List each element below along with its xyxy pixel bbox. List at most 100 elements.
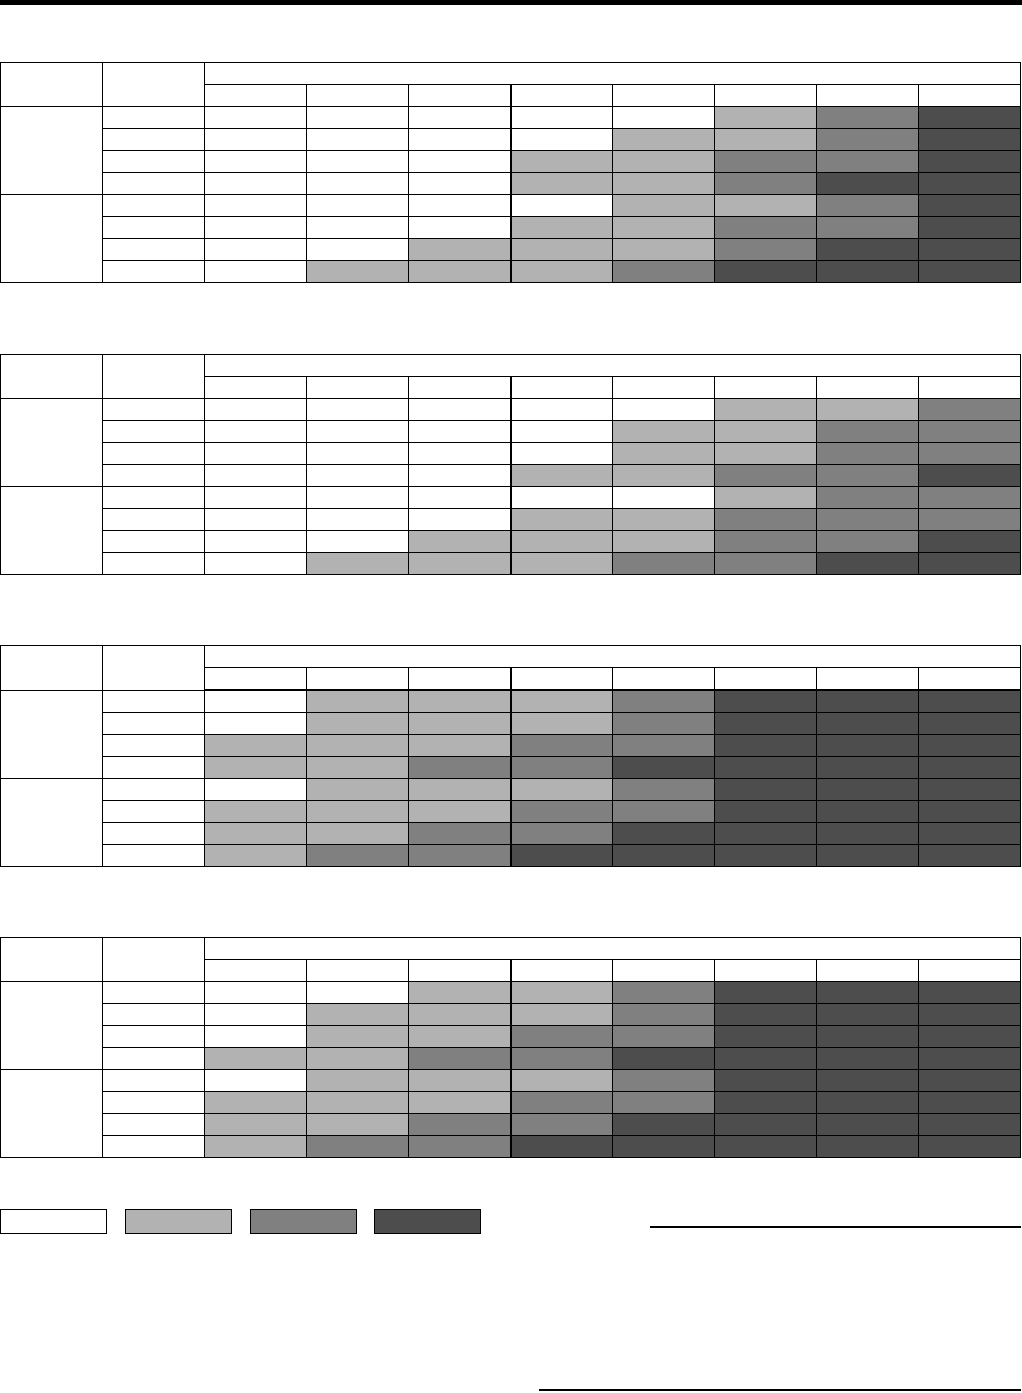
shaded-cell [918, 150, 1021, 173]
header-cell [102, 62, 205, 107]
shaded-cell [509, 756, 613, 779]
shaded-cell [509, 530, 613, 553]
row-label-cell [102, 420, 205, 443]
shaded-cell [612, 1069, 715, 1092]
shaded-cell [408, 398, 511, 421]
header-cell [509, 84, 613, 107]
row-label-cell [102, 398, 205, 421]
header-cell [918, 959, 1021, 982]
shaded-cell [612, 238, 715, 261]
table-row [1, 800, 1021, 823]
shaded-cell [509, 552, 613, 575]
header-cell [102, 937, 205, 982]
shaded-cell [306, 260, 409, 283]
shaded-cell [918, 194, 1021, 217]
header-cell [306, 667, 409, 691]
shaded-cell [612, 260, 715, 283]
shaded-cell [816, 1091, 919, 1114]
shaded-cell [408, 260, 511, 283]
shaded-cell [509, 106, 613, 129]
header-cell [408, 84, 511, 107]
shaded-cell [918, 442, 1021, 465]
group-cell [0, 778, 103, 867]
shaded-cell [306, 1113, 409, 1136]
table-row [1, 442, 1021, 465]
shaded-cell [408, 1135, 511, 1158]
shaded-cell [408, 689, 511, 713]
header-cell [204, 667, 307, 691]
shaded-cell [918, 1025, 1021, 1048]
shaded-cell [816, 1025, 919, 1048]
shaded-cell [714, 1003, 817, 1026]
shaded-cell [612, 150, 715, 173]
shaded-cell [918, 172, 1021, 195]
shaded-cell [612, 734, 715, 757]
legend-swatch [374, 1209, 481, 1234]
shaded-cell [612, 398, 715, 421]
shaded-cell [306, 800, 409, 823]
row-label-cell [102, 844, 205, 867]
header-cell [918, 667, 1021, 691]
shaded-cell [509, 464, 613, 487]
shaded-cell [509, 508, 613, 531]
shaded-cell [612, 800, 715, 823]
group-cell [0, 981, 103, 1070]
shaded-cell [714, 1113, 817, 1136]
shaded-cell [408, 822, 511, 845]
shaded-cell [408, 508, 511, 531]
shaded-cell [918, 1047, 1021, 1070]
header-cell [612, 667, 715, 691]
header-cell [509, 959, 613, 982]
shaded-cell [509, 260, 613, 283]
shaded-cell [714, 981, 817, 1004]
shaded-cell [204, 822, 307, 845]
row-label-cell [102, 734, 205, 757]
shaded-cell [408, 552, 511, 575]
shaded-cell [306, 106, 409, 129]
shaded-cell [918, 1003, 1021, 1026]
shaded-cell [204, 1025, 307, 1048]
shaded-cell [408, 464, 511, 487]
row-label-cell [102, 712, 205, 735]
table-row [1, 216, 1021, 239]
row-label-cell [102, 194, 205, 217]
table-row [1, 464, 1021, 487]
shaded-cell [816, 1047, 919, 1070]
shaded-cell [408, 844, 511, 867]
shaded-cell [612, 981, 715, 1004]
header-cell [408, 959, 511, 982]
table-row [1, 128, 1021, 151]
shaded-cell [816, 1135, 919, 1158]
shaded-cell [408, 1091, 511, 1114]
shaded-cell [918, 1091, 1021, 1114]
row-label-cell [102, 756, 205, 779]
shaded-cell [612, 822, 715, 845]
row-label-cell [102, 464, 205, 487]
shaded-cell [612, 1047, 715, 1070]
shaded-cell [204, 420, 307, 443]
legend-swatch [125, 1209, 232, 1234]
shaded-cell [509, 216, 613, 239]
shaded-cell [816, 552, 919, 575]
row-label-cell [102, 216, 205, 239]
header-cell [816, 959, 919, 982]
shaded-cell [816, 464, 919, 487]
group-cell [0, 398, 103, 487]
shaded-cell [204, 260, 307, 283]
table-row [1, 1003, 1021, 1026]
header-cell [509, 376, 613, 399]
shaded-cell [918, 260, 1021, 283]
shaded-cell [204, 756, 307, 779]
shaded-cell [509, 486, 613, 509]
shaded-cell [816, 844, 919, 867]
table-row [0, 194, 1021, 283]
shaded-cell [918, 981, 1021, 1004]
row-label-cell [102, 689, 205, 713]
header-cell [509, 667, 613, 691]
shaded-cell [306, 1091, 409, 1114]
shaded-cell [306, 216, 409, 239]
shaded-cell [816, 420, 919, 443]
shaded-cell [204, 1047, 307, 1070]
shaded-cell [918, 1135, 1021, 1158]
row-label-cell [102, 822, 205, 845]
